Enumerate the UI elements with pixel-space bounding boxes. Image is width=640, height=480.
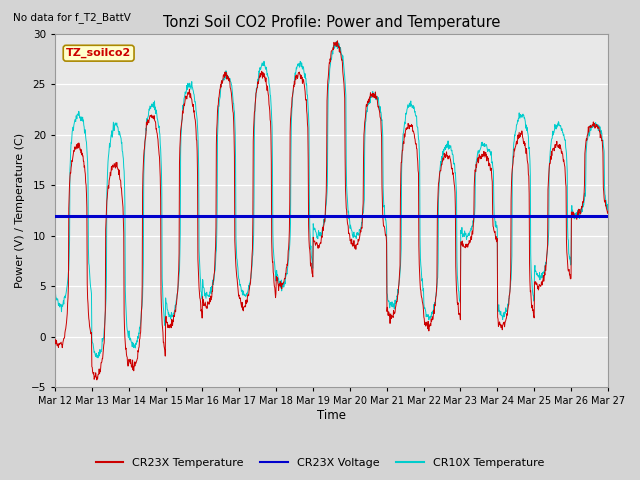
- Title: Tonzi Soil CO2 Profile: Power and Temperature: Tonzi Soil CO2 Profile: Power and Temper…: [163, 15, 500, 30]
- Text: No data for f_T2_BattV: No data for f_T2_BattV: [13, 12, 131, 23]
- Y-axis label: Power (V) / Temperature (C): Power (V) / Temperature (C): [15, 133, 25, 288]
- Text: TZ_soilco2: TZ_soilco2: [66, 48, 131, 59]
- X-axis label: Time: Time: [317, 409, 346, 422]
- Legend: CR23X Temperature, CR23X Voltage, CR10X Temperature: CR23X Temperature, CR23X Voltage, CR10X …: [91, 453, 549, 472]
